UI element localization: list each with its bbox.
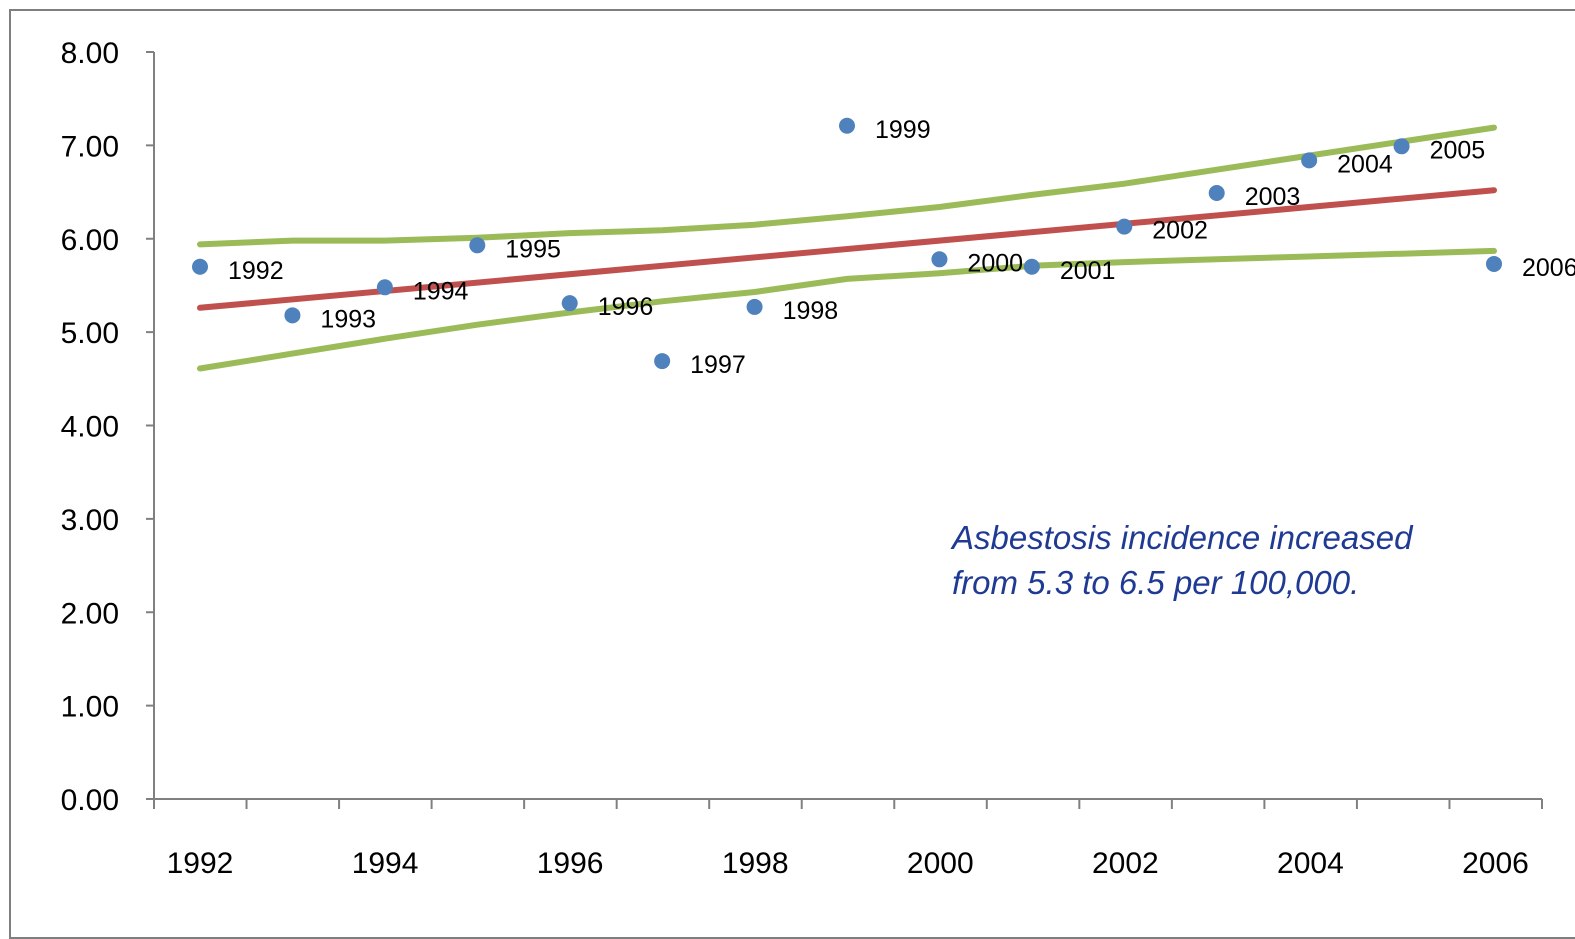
data-point-labels: 1992 1993 1994 1995 1996 1997 1998 1999 2000 2001…: [228, 116, 1575, 379]
data-point-label: 1996: [598, 293, 654, 321]
data-point: [931, 251, 948, 268]
y-tick-label: 8.00: [61, 37, 119, 70]
data-point: [284, 307, 301, 324]
upper-confidence-line: [197, 124, 1497, 248]
data-point-label: 1997: [690, 351, 746, 379]
x-tick-label: 1992: [167, 847, 234, 880]
data-point-label: 2006: [1522, 254, 1575, 282]
data-point-label: 1993: [320, 305, 376, 333]
data-point: [469, 237, 486, 254]
data-point: [376, 279, 393, 296]
x-tick-label: 1996: [537, 847, 604, 880]
y-tick-label: 4.00: [61, 411, 119, 444]
data-point-label: 2002: [1152, 217, 1208, 245]
data-points: [192, 117, 1502, 370]
regression-line: [197, 187, 1497, 311]
data-point: [1208, 184, 1225, 201]
x-tick-label: 2000: [907, 847, 974, 880]
lower-confidence-line: [197, 247, 1497, 372]
y-tick-label: 0.00: [61, 784, 119, 817]
data-point-label: 1999: [875, 116, 931, 144]
axes: 0.00 1.00 2.00 3.00 4.00 5.00 6.00 7.00 8.00 1992…: [61, 37, 1543, 880]
trend-line: [197, 187, 1497, 311]
data-point-label: 2003: [1245, 183, 1301, 211]
x-tick-label: 1994: [352, 847, 419, 880]
data-point: [561, 295, 578, 312]
data-point: [1486, 255, 1502, 272]
x-tick-label: 2004: [1277, 847, 1344, 880]
y-tick-label: 3.00: [61, 504, 119, 537]
data-point: [1393, 138, 1410, 155]
chart-annotation: Asbestosis incidence increased from 5.3 …: [952, 515, 1552, 605]
data-point: [1301, 152, 1318, 169]
x-tick-label: 2006: [1462, 847, 1529, 880]
data-point: [1023, 258, 1040, 275]
y-tick-label: 5.00: [61, 317, 119, 350]
data-point: [1116, 218, 1133, 235]
y-tick-label: 6.00: [61, 224, 119, 257]
data-point-label: 1994: [413, 277, 469, 305]
data-point-label: 2004: [1337, 150, 1393, 178]
x-tick-label: 2002: [1092, 847, 1159, 880]
data-point-label: 1998: [783, 297, 839, 325]
data-point: [654, 353, 671, 370]
data-point: [192, 258, 208, 275]
y-tick-label: 1.00: [61, 691, 119, 724]
data-point: [839, 117, 855, 134]
y-tick-label: 7.00: [61, 130, 119, 163]
y-tick-label: 2.00: [61, 597, 119, 630]
annotation-line-2: from 5.3 to 6.5 per 100,000.: [952, 564, 1360, 601]
x-tick-label: 1998: [722, 847, 789, 880]
confidence-bands: [197, 124, 1497, 372]
data-point-label: 1995: [505, 235, 561, 263]
data-point-label: 2005: [1430, 136, 1486, 164]
annotation-line-1: Asbestosis incidence increased: [952, 519, 1413, 556]
data-point-label: 2000: [967, 249, 1023, 277]
data-point-label: 2001: [1060, 257, 1116, 285]
data-point: [746, 298, 763, 315]
data-point-label: 1992: [228, 257, 284, 285]
